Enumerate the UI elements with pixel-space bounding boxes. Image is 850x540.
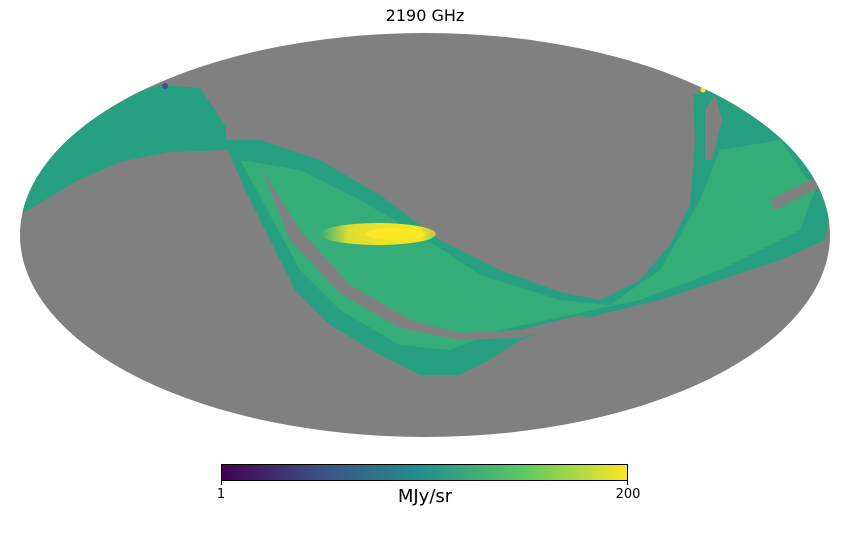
dark-pixel-feature [162,83,168,89]
colorbar-tick-min [221,481,222,485]
colorbar-max-label: 200 [615,487,641,502]
colorbar-unit-label: MJy/sr [397,486,453,507]
colorbar-tick-max [627,481,628,485]
scan-gap-right-2 [770,175,825,210]
colorbar-min-label: 1 [216,487,226,502]
coverage-band-mottling [240,140,815,350]
bright-pixel-feature [700,87,706,93]
colorbar [221,464,628,481]
bright-emission-core [365,228,425,240]
scan-gap-lower [262,170,590,340]
coverage-region-upper-left [20,85,228,214]
map-title: 2190 GHz [385,6,465,25]
scan-gap-right [705,95,722,160]
